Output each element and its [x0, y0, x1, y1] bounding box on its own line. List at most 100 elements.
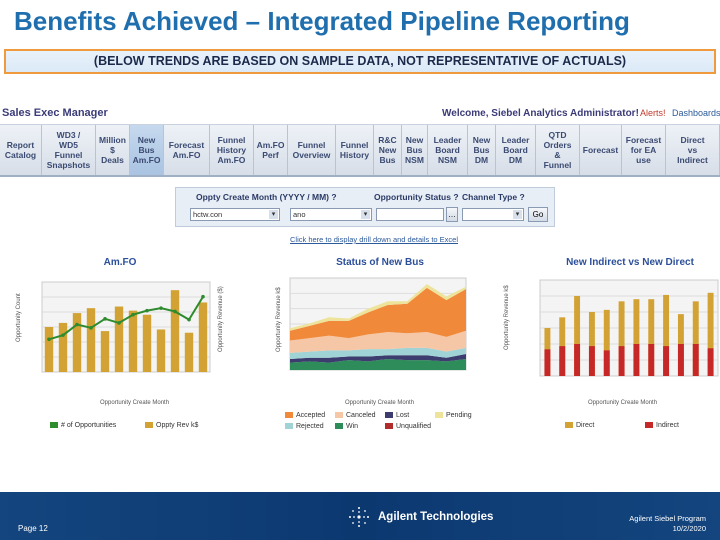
- channel-select[interactable]: ▾: [462, 208, 524, 221]
- legend-item-canceled: Canceled: [335, 412, 376, 419]
- opportunity-count-point: [61, 333, 65, 337]
- tab-new-bus-am-fo[interactable]: New Bus Am.FO: [130, 125, 164, 175]
- status-select[interactable]: ano ▾: [290, 208, 372, 221]
- direct-bar: [633, 299, 640, 376]
- opportunity-count-point: [173, 309, 177, 314]
- tab-leader-board-nsm[interactable]: Leader Board NSM: [428, 125, 468, 175]
- drill-down-link[interactable]: Click here to display drill down and det…: [290, 235, 458, 244]
- opportunity-count-point: [47, 337, 51, 342]
- tab-qtd-orders-funnel[interactable]: QTD Orders & Funnel: [536, 125, 580, 175]
- revenue-bar: [86, 308, 96, 372]
- tab-wd3-wd5-funnel-snapshots[interactable]: WD3 / WD5 Funnel Snapshots: [42, 125, 96, 175]
- amfo-chart: Opportunity Count Opportunity Revenue ($): [16, 281, 224, 373]
- app-window: Sales Exec Manager Welcome, Siebel Analy…: [0, 104, 720, 177]
- legend-swatch: [335, 423, 343, 430]
- month-select[interactable]: hctw.con ▾: [190, 208, 280, 221]
- legend-swatch: [435, 412, 443, 419]
- tab-forecast[interactable]: Forecast: [580, 125, 622, 175]
- status-input[interactable]: [376, 208, 444, 221]
- go-button[interactable]: Go: [528, 207, 548, 222]
- revenue-bar: [128, 310, 138, 372]
- alerts-link[interactable]: Alerts!: [640, 108, 666, 118]
- indirect-bar: [544, 349, 551, 376]
- tab-am-fo-perf[interactable]: Am.FO Perf: [254, 125, 288, 175]
- channel-filter-label: Channel Type ?: [462, 192, 525, 202]
- amfo-x-label: Opportunity Create Month: [100, 400, 170, 406]
- tab-funnel-overview[interactable]: Funnel Overview: [288, 125, 336, 175]
- legend-label: Oppty Rev k$: [156, 422, 199, 429]
- tab-new-bus-nsm[interactable]: New Bus NSM: [402, 125, 428, 175]
- indirect-bar: [677, 344, 684, 376]
- legend-label: Canceled: [346, 412, 376, 419]
- revenue-bar: [142, 314, 152, 372]
- indirect-bar: [603, 350, 610, 376]
- dashboards-link[interactable]: Dashboards: [672, 108, 720, 118]
- tab-direct-vs-indirect[interactable]: Direct vs Indirect: [666, 125, 720, 175]
- tab-forecast-am-fo[interactable]: Forecast Am.FO: [164, 125, 210, 175]
- revenue-bar: [156, 329, 166, 372]
- opportunity-count-point: [117, 321, 121, 325]
- legend-item-direct: Direct: [565, 422, 594, 429]
- y-axis-right-label: Opportunity Revenue ($): [218, 286, 224, 352]
- tab-new-bus-dm[interactable]: New Bus DM: [468, 125, 496, 175]
- opportunity-count-point: [103, 317, 107, 321]
- revenue-bar: [114, 306, 124, 372]
- chevron-down-icon: ▾: [513, 210, 522, 219]
- opportunity-count-point: [145, 308, 149, 313]
- legend-label: Pending: [446, 412, 472, 419]
- revenue-bar: [100, 331, 110, 372]
- legend-swatch: [645, 422, 653, 429]
- opportunity-count-point: [201, 294, 205, 299]
- slide-footer: Page 12 Agilent Technologies Agilent Sie…: [0, 492, 720, 540]
- direct-x-label: Opportunity Create Month: [588, 400, 658, 406]
- legend-label: # of Opportunities: [61, 422, 117, 429]
- tab-leader-board-dm[interactable]: Leader Board DM: [496, 125, 536, 175]
- indirect-bar: [663, 346, 670, 376]
- legend-item-win: Win: [335, 423, 358, 430]
- indirect-bar: [692, 344, 699, 376]
- tab-report-catalog[interactable]: Report Catalog: [0, 125, 42, 175]
- legend-item-accepted: Accepted: [285, 412, 325, 419]
- tab-forecast-for-ea-use[interactable]: Forecast for EA use: [622, 125, 666, 175]
- area-rejected: [290, 347, 466, 359]
- legend-label: Win: [346, 423, 359, 430]
- dashboard-tabs: Report Catalog WD3 / WD5 Funnel Snapshots…: [0, 125, 720, 177]
- opportunity-count-point: [159, 306, 163, 310]
- welcome-text: Welcome, Siebel Analytics Administrator!: [442, 108, 639, 119]
- tab-million-deals[interactable]: Million $ Deals: [96, 125, 130, 175]
- direct-bar: [588, 312, 595, 376]
- direct-bar: [692, 301, 699, 376]
- revenue-bar: [44, 327, 54, 372]
- status-x-label: Opportunity Create Month: [345, 400, 415, 406]
- legend-swatch: [285, 423, 293, 430]
- more-button[interactable]: …: [446, 207, 458, 222]
- filter-panel: Oppty Create Month (YYYY / MM) ? hctw.co…: [175, 187, 555, 227]
- legend-item-unqualified: Unqualified: [385, 423, 431, 430]
- revenue-bar: [58, 322, 68, 372]
- legend-swatch: [385, 412, 393, 419]
- legend-item-pending: Pending: [435, 412, 472, 419]
- area-win: [290, 358, 466, 370]
- page-number: Page 12: [18, 524, 48, 533]
- y-axis-label: Opportunity Revenue k$: [504, 285, 510, 350]
- status-filter-label: Opportunity Status ?: [374, 192, 459, 202]
- amfo-legend: # of Opportunities Oppty Rev k$: [50, 422, 230, 434]
- legend-swatch: [145, 422, 153, 429]
- legend-item-lost: Lost: [385, 412, 409, 419]
- legend-swatch: [565, 422, 573, 429]
- revenue-bar: [170, 290, 180, 372]
- direct-bar: [663, 294, 670, 376]
- direct-legend: Direct Indirect: [565, 422, 705, 434]
- indirect-bar: [633, 344, 640, 376]
- tab-r-c-new-bus[interactable]: R&C New Bus: [374, 125, 402, 175]
- indirect-bar: [588, 346, 595, 376]
- footer-program: Agilent Siebel Program 10/2/2020: [629, 514, 706, 533]
- chevron-down-icon: ▾: [361, 210, 370, 219]
- direct-bar: [707, 292, 714, 376]
- tab-funnel-history[interactable]: Funnel History: [336, 125, 374, 175]
- tab-funnel-history-am-fo[interactable]: Funnel History Am.FO: [210, 125, 254, 175]
- legend-label: Indirect: [656, 422, 679, 429]
- legend-item-of-opportunities: # of Opportunities: [50, 422, 116, 429]
- slide-title: Benefits Achieved – Integrated Pipeline …: [14, 6, 630, 36]
- legend-swatch: [385, 423, 393, 430]
